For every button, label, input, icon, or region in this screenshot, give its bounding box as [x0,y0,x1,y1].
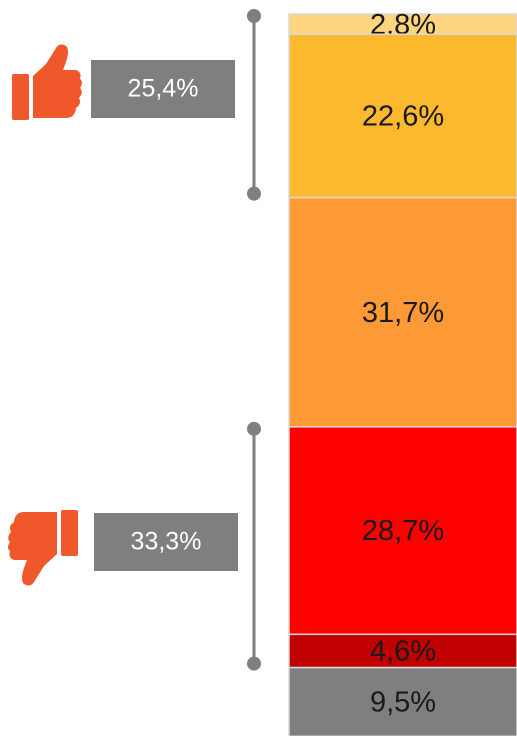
data-label: 4,6% [370,636,436,668]
data-label: 28,7% [362,515,444,547]
bar-segment [288,666,517,736]
annotation-box [91,60,235,118]
bracket-end [247,656,261,671]
data-label: 9,5% [370,687,436,719]
bracket-end [247,9,261,23]
thumbs-down-icon [8,510,78,586]
bracket-end [247,186,261,201]
annotation-box [94,513,238,571]
bracket-end [247,421,261,436]
bar-segment [288,33,517,199]
data-label: 22,6% [362,101,444,133]
annotation-label: 25,4% [128,75,199,103]
thumbs-up-icon [12,44,82,120]
brackets [247,9,261,671]
stacked-bar: 2,8%22,6%31,7%28,7%4,6%9,5% [288,9,517,736]
data-label: 31,7% [362,297,444,329]
annotation-label: 33,3% [131,528,202,556]
